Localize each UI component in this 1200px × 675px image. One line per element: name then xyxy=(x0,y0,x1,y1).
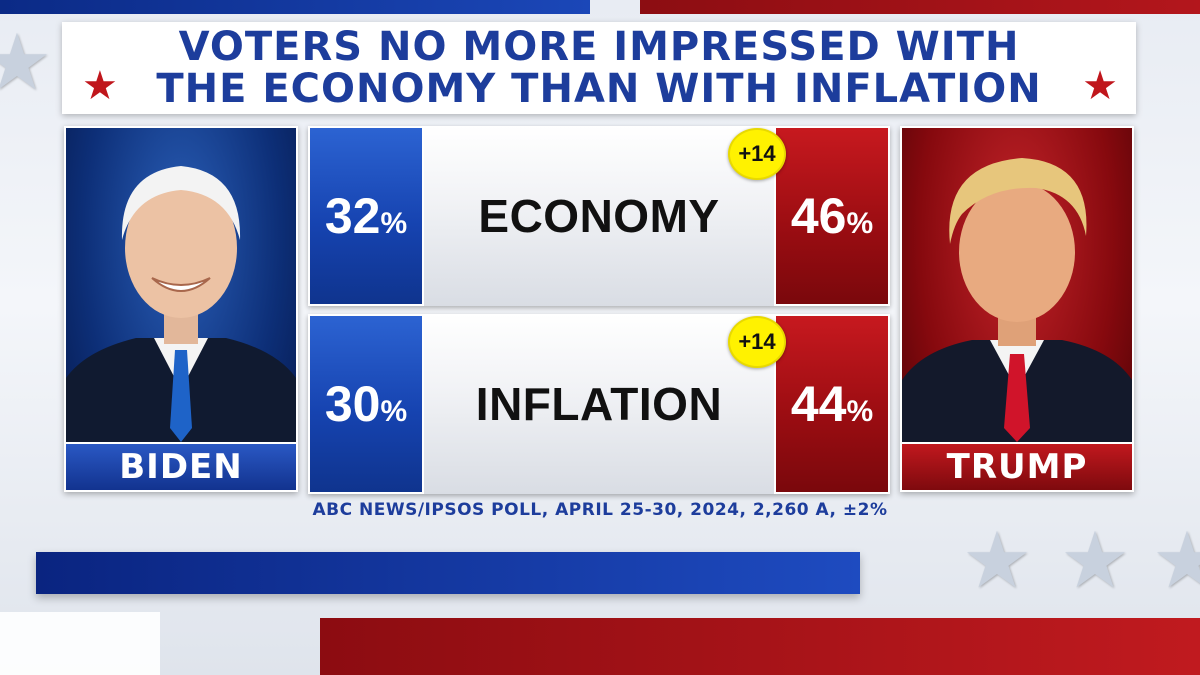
title-line-1: VOTERS NO MORE IMPRESSED WITH xyxy=(178,24,1020,70)
value-number: 46 xyxy=(790,188,847,244)
chart-title: ★ VOTERS NO MORE IMPRESSED WITH THE ECON… xyxy=(62,22,1136,114)
title-line-2: THE ECONOMY THAN WITH INFLATION xyxy=(156,66,1042,112)
biden-portrait: BIDEN xyxy=(64,126,298,492)
bottom-blue-stripe xyxy=(36,552,860,594)
biden-value-cell: 30% xyxy=(308,314,424,494)
percent-sign: % xyxy=(380,395,408,428)
percent-sign: % xyxy=(846,395,874,428)
biden-value: 30% xyxy=(325,379,407,429)
biden-name-plate: BIDEN xyxy=(66,442,296,490)
biden-photo xyxy=(66,166,296,442)
background-star-icon: ★ xyxy=(1152,516,1200,606)
value-number: 44 xyxy=(790,376,847,432)
difference-badge: +14 xyxy=(728,128,786,180)
difference-badge: +14 xyxy=(728,316,786,368)
percent-sign: % xyxy=(846,207,874,240)
row-label-cell: INFLATION xyxy=(424,314,774,494)
biden-value: 32% xyxy=(325,191,407,241)
value-number: 30 xyxy=(324,376,381,432)
row-economy: ECONOMY 32% 46% +14 xyxy=(308,126,890,306)
top-red-stripe xyxy=(640,0,1200,14)
biden-value-cell: 32% xyxy=(308,126,424,306)
row-label: ECONOMY xyxy=(478,190,720,242)
trump-value: 44% xyxy=(791,379,873,429)
value-number: 32 xyxy=(324,188,381,244)
star-icon: ★ xyxy=(82,63,118,109)
row-label-cell: ECONOMY xyxy=(424,126,774,306)
trump-value-cell: 46% xyxy=(774,126,890,306)
bottom-white-stripe xyxy=(0,612,160,675)
top-blue-stripe xyxy=(0,0,590,14)
source-note: ABC NEWS/IPSOS POLL, APRIL 25-30, 2024, … xyxy=(312,500,888,520)
background-star-icon: ★ xyxy=(962,516,1032,606)
background-star-icon: ★ xyxy=(0,18,52,108)
trump-value: 46% xyxy=(791,191,873,241)
background-star-icon: ★ xyxy=(1060,516,1130,606)
bottom-red-stripe xyxy=(320,618,1200,675)
trump-value-cell: 44% xyxy=(774,314,890,494)
row-label: INFLATION xyxy=(475,378,723,430)
row-inflation: INFLATION 30% 44% +14 xyxy=(308,314,890,494)
star-icon: ★ xyxy=(1082,63,1118,109)
percent-sign: % xyxy=(380,207,408,240)
trump-portrait: TRUMP xyxy=(900,126,1134,492)
trump-name-plate: TRUMP xyxy=(902,442,1132,490)
trump-photo xyxy=(902,158,1132,442)
